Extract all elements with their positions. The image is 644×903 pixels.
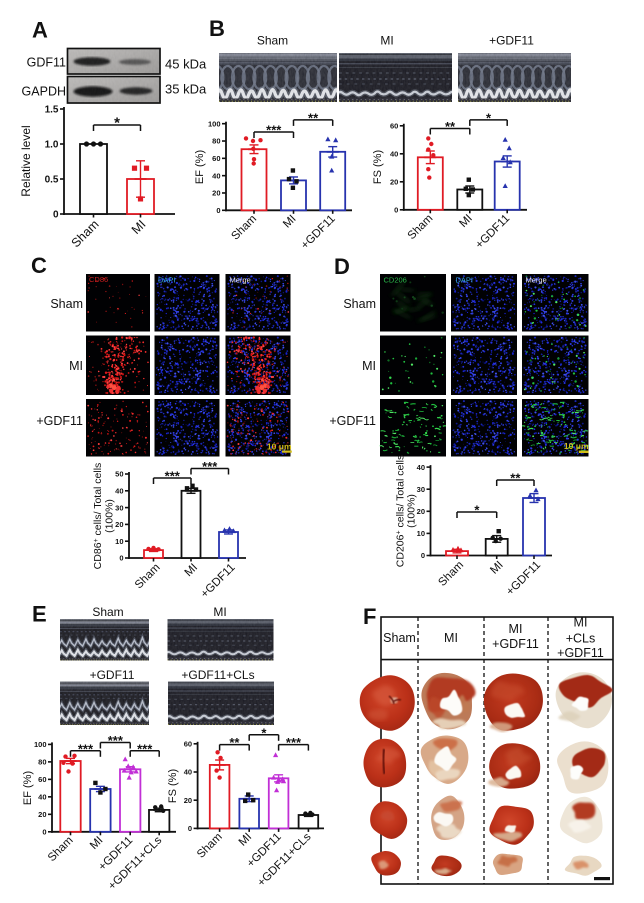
svg-text:0: 0 xyxy=(188,824,192,833)
svg-text:0: 0 xyxy=(394,206,398,215)
svg-text:MI: MI xyxy=(362,359,376,373)
svg-text:*: * xyxy=(474,503,480,518)
svg-text:0: 0 xyxy=(216,206,220,215)
svg-text:20: 20 xyxy=(390,178,398,187)
svg-text:Merge: Merge xyxy=(230,276,251,285)
svg-text:30: 30 xyxy=(417,485,425,494)
svg-text:10 μm: 10 μm xyxy=(564,441,589,451)
svg-text:100: 100 xyxy=(34,740,47,749)
svg-text:D: D xyxy=(334,254,350,279)
svg-text:+GDF11: +GDF11 xyxy=(557,646,604,660)
svg-text:Merge: Merge xyxy=(526,276,547,285)
svg-text:MI: MI xyxy=(444,631,458,645)
svg-text:**: ** xyxy=(229,735,240,750)
svg-text:DAPI: DAPI xyxy=(158,276,176,285)
svg-text:DAPI: DAPI xyxy=(456,276,474,285)
svg-text:40: 40 xyxy=(417,463,425,472)
svg-text:50: 50 xyxy=(115,470,123,479)
svg-text:40: 40 xyxy=(390,150,398,159)
svg-text:+GDF11: +GDF11 xyxy=(492,637,539,651)
svg-text:+GDF11: +GDF11 xyxy=(36,414,83,428)
svg-text:100: 100 xyxy=(208,119,221,128)
svg-text:***: *** xyxy=(202,459,218,474)
svg-text:Sham: Sham xyxy=(383,631,416,645)
svg-text:CD86: CD86 xyxy=(89,275,108,284)
svg-text:CD86+ cells/ Total cells: CD86+ cells/ Total cells xyxy=(92,463,104,570)
svg-text:0: 0 xyxy=(421,551,425,560)
svg-text:CD206+ cells/ Total cells: CD206+ cells/ Total cells xyxy=(395,455,407,567)
svg-text:10: 10 xyxy=(417,529,425,538)
svg-text:20: 20 xyxy=(115,520,123,529)
svg-text:35 kDa: 35 kDa xyxy=(165,82,207,97)
svg-text:C: C xyxy=(31,253,47,278)
svg-text:GDF11: GDF11 xyxy=(27,56,66,70)
svg-text:0: 0 xyxy=(53,210,59,221)
svg-text:1.0: 1.0 xyxy=(45,140,59,151)
svg-text:40: 40 xyxy=(38,793,46,802)
svg-text:Relative level: Relative level xyxy=(19,125,33,196)
svg-text:E: E xyxy=(32,602,47,627)
svg-text:Sham: Sham xyxy=(92,605,123,619)
svg-text:Sham: Sham xyxy=(50,297,83,311)
svg-text:MI: MI xyxy=(509,622,523,636)
svg-text:10 μm: 10 μm xyxy=(267,441,292,451)
svg-text:**: ** xyxy=(445,119,456,134)
svg-text:(100%): (100%) xyxy=(104,499,116,533)
svg-text:Sham: Sham xyxy=(343,297,376,311)
svg-text:MI: MI xyxy=(574,616,588,630)
svg-text:***: *** xyxy=(165,469,181,484)
svg-text:1.5: 1.5 xyxy=(45,105,59,116)
svg-text:*: * xyxy=(261,725,267,740)
svg-text:MI: MI xyxy=(69,359,83,373)
svg-text:30: 30 xyxy=(115,503,123,512)
svg-text:60: 60 xyxy=(184,740,192,749)
svg-text:CD206: CD206 xyxy=(384,276,407,285)
svg-text:***: *** xyxy=(266,123,282,138)
svg-text:10: 10 xyxy=(115,537,123,546)
svg-text:EF (%): EF (%) xyxy=(22,771,34,805)
svg-text:20: 20 xyxy=(417,507,425,516)
svg-text:(100%): (100%) xyxy=(406,494,418,528)
svg-text:B: B xyxy=(209,16,225,41)
svg-text:20: 20 xyxy=(38,810,46,819)
svg-text:40: 40 xyxy=(115,487,123,496)
svg-text:FS (%): FS (%) xyxy=(167,769,179,803)
svg-text:20: 20 xyxy=(184,796,192,805)
svg-text:0: 0 xyxy=(119,554,123,563)
svg-text:MI: MI xyxy=(213,605,226,619)
svg-text:A: A xyxy=(32,18,48,43)
svg-text:+GDF11+CLs: +GDF11+CLs xyxy=(181,668,254,682)
svg-text:60: 60 xyxy=(390,122,398,131)
svg-text:FS (%): FS (%) xyxy=(372,150,384,184)
svg-text:EF (%): EF (%) xyxy=(194,150,206,184)
svg-text:Sham: Sham xyxy=(257,34,288,48)
svg-text:***: *** xyxy=(137,741,153,756)
svg-text:40: 40 xyxy=(212,171,220,180)
svg-text:20: 20 xyxy=(212,189,220,198)
svg-text:0.5: 0.5 xyxy=(45,175,59,186)
svg-text:*: * xyxy=(114,115,120,132)
svg-text:0: 0 xyxy=(42,828,46,837)
svg-text:+CLs: +CLs xyxy=(566,632,596,646)
svg-text:**: ** xyxy=(510,471,521,486)
svg-text:80: 80 xyxy=(212,137,220,146)
svg-text:**: ** xyxy=(308,110,319,125)
svg-text:45 kDa: 45 kDa xyxy=(165,57,207,72)
svg-text:GAPDH: GAPDH xyxy=(22,85,66,99)
svg-text:***: *** xyxy=(286,735,302,750)
svg-text:***: *** xyxy=(108,733,124,748)
svg-text:***: *** xyxy=(78,741,94,756)
svg-text:MI: MI xyxy=(380,34,393,48)
svg-text:60: 60 xyxy=(38,775,46,784)
svg-text:+GDF11: +GDF11 xyxy=(90,668,135,682)
svg-text:+GDF11: +GDF11 xyxy=(329,414,376,428)
svg-text:80: 80 xyxy=(38,758,46,767)
svg-text:+GDF11: +GDF11 xyxy=(489,34,534,48)
svg-text:F: F xyxy=(363,604,376,629)
svg-text:40: 40 xyxy=(184,768,192,777)
svg-text:*: * xyxy=(486,110,492,125)
svg-text:60: 60 xyxy=(212,154,220,163)
